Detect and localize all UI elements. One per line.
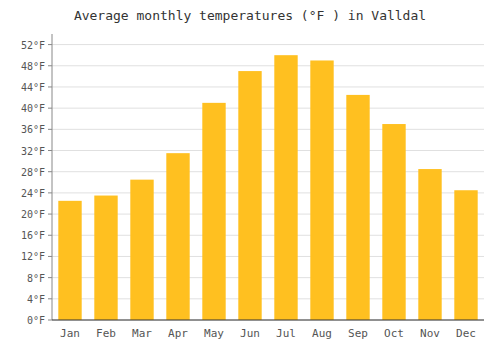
- y-tick-label: 8°F: [27, 273, 45, 284]
- grid-line: [52, 129, 484, 130]
- x-tick-label: Sep: [348, 327, 368, 340]
- y-tick-label: 16°F: [21, 230, 45, 241]
- bar: [202, 103, 225, 320]
- y-tick-label: 20°F: [21, 209, 45, 220]
- y-tick: [48, 150, 52, 151]
- y-tick-label: 48°F: [21, 61, 45, 72]
- page: {"chart_data": {"type": "bar", "title": …: [0, 0, 500, 350]
- grid-line: [52, 320, 484, 321]
- y-tick: [48, 44, 52, 45]
- y-tick-label: 40°F: [21, 103, 45, 114]
- grid: [52, 45, 484, 320]
- x-tick-label: Jun: [240, 327, 260, 340]
- bar: [454, 190, 477, 320]
- y-axis-ticks: 0°F 4°F 8°F 12°F 16°F 20°F 24°F 28°F 32°F 36°F 40°…: [21, 40, 52, 326]
- x-tick-label: Jan: [60, 327, 80, 340]
- bar: [346, 95, 369, 320]
- y-tick-label: 24°F: [21, 188, 45, 199]
- y-tick: [48, 235, 52, 236]
- bars: [58, 55, 477, 320]
- title: Average monthly temperatures (°F ) in Va…: [74, 8, 426, 23]
- y-tick-label: 0°F: [27, 315, 45, 326]
- x-tick-label: Aug: [312, 327, 332, 340]
- bar: [310, 60, 333, 320]
- y-tick: [48, 86, 52, 87]
- x-tick-label: Oct: [384, 327, 404, 340]
- chart-container: Average monthly temperatures (°F ) in Va…: [0, 0, 500, 350]
- bar: [382, 124, 405, 320]
- y-tick-label: 28°F: [21, 167, 45, 178]
- x-tick-label: May: [204, 327, 224, 340]
- grid-line: [52, 65, 484, 66]
- bar: [418, 169, 441, 320]
- y-tick: [48, 65, 52, 66]
- bar: [166, 153, 189, 320]
- grid-line: [52, 150, 484, 151]
- grid-line: [52, 86, 484, 87]
- y-tick: [48, 171, 52, 172]
- bar: [274, 55, 297, 320]
- x-tick-label: Apr: [168, 327, 188, 340]
- chart-svg: Average monthly temperatures (°F ) in Va…: [0, 0, 500, 350]
- y-tick-label: 44°F: [21, 82, 45, 93]
- y-tick: [48, 298, 52, 299]
- y-tick: [48, 214, 52, 215]
- x-tick-label: Dec: [456, 327, 476, 340]
- y-tick: [48, 320, 52, 321]
- bar: [130, 180, 153, 320]
- x-axis-line: [52, 320, 484, 321]
- x-axis-labels: Jan Feb Mar Apr May Jun Jul Aug Sep Oct Nov Dec: [60, 327, 476, 340]
- y-tick: [48, 108, 52, 109]
- grid-line: [52, 108, 484, 109]
- bar: [94, 196, 117, 320]
- y-tick-label: 12°F: [21, 251, 45, 262]
- x-tick-label: Jul: [276, 327, 296, 340]
- y-tick: [48, 192, 52, 193]
- y-tick: [48, 129, 52, 130]
- y-tick-label: 36°F: [21, 124, 45, 135]
- bar: [238, 71, 261, 320]
- y-axis-line: [52, 34, 53, 320]
- x-tick-label: Nov: [420, 327, 440, 340]
- bar: [58, 201, 81, 320]
- grid-line: [52, 44, 484, 45]
- x-tick-label: Mar: [132, 327, 152, 340]
- y-tick-label: 52°F: [21, 40, 45, 51]
- y-tick-label: 32°F: [21, 146, 45, 157]
- x-tick-label: Feb: [96, 327, 116, 340]
- y-tick: [48, 256, 52, 257]
- y-tick-label: 4°F: [27, 294, 45, 305]
- y-tick: [48, 277, 52, 278]
